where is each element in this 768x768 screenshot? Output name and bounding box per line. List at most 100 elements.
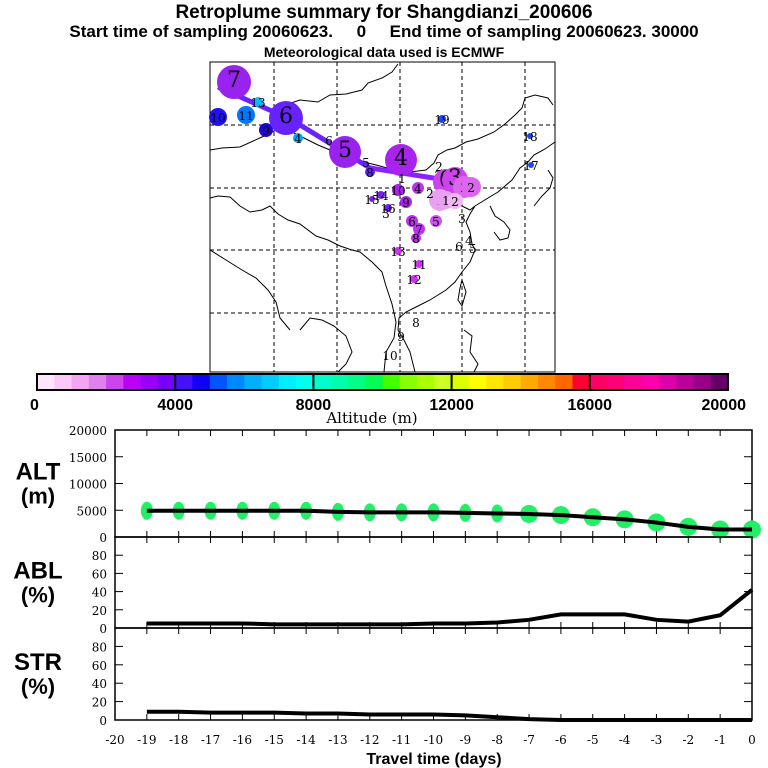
panel-ylabel-unit: (%) — [21, 674, 55, 699]
cluster-label: 2 — [451, 195, 459, 209]
x-tick-label: -8 — [491, 733, 503, 747]
cluster-circle — [392, 184, 404, 196]
cluster-circle — [385, 144, 417, 176]
y-tick-label: 5000 — [76, 504, 107, 518]
cluster-circle — [528, 162, 534, 168]
colorbar-swatch — [347, 374, 366, 390]
cluster-label: 2 — [426, 187, 434, 201]
colorbar-swatch — [140, 374, 159, 390]
cluster-label: 19 — [434, 113, 449, 127]
colorbar-swatch — [434, 374, 453, 390]
cluster-circle — [369, 196, 375, 202]
colorbar-swatch — [71, 374, 90, 390]
cluster-label: 9 — [262, 124, 270, 138]
x-tick-label: -14 — [296, 733, 316, 747]
cluster-circle — [406, 215, 418, 227]
cluster-label: 3 — [382, 207, 390, 221]
retroplume-map: 7101113964655841191817230322112241091415… — [209, 61, 556, 373]
panel-frame — [114, 536, 753, 629]
colorbar-label: Altitude (m) — [325, 409, 417, 427]
cluster-label: 4 — [414, 182, 422, 196]
cluster-circle — [293, 133, 303, 143]
cluster-circle — [438, 115, 446, 123]
y-tick-label: 40 — [92, 677, 107, 691]
cluster-label: 18 — [522, 130, 537, 144]
cluster-label: 15 — [364, 193, 379, 207]
y-tick-label: 60 — [92, 567, 107, 581]
cluster-label: 10 — [382, 349, 397, 363]
panel-ylabel: STR — [14, 649, 62, 676]
x-tick-label: -6 — [555, 733, 567, 747]
altitude-mean-line — [146, 508, 752, 532]
cluster-label: 5 — [469, 242, 477, 256]
colorbar-swatch — [710, 374, 729, 390]
y-tick-label: 0 — [99, 531, 107, 545]
x-tick-label: -19 — [137, 733, 156, 747]
colorbar-swatch — [451, 374, 470, 390]
colorbar-swatch — [227, 374, 245, 390]
cluster-label: 1 — [398, 172, 406, 186]
colorbar-swatch — [313, 374, 332, 390]
colorbar-swatch — [330, 374, 349, 390]
map-frame — [209, 61, 556, 373]
colorbar-swatch — [123, 374, 142, 390]
cluster-label: 8 — [412, 232, 420, 246]
cluster-circle — [412, 182, 424, 194]
cluster-label: 6 — [325, 134, 333, 148]
x-tick-label: -10 — [424, 733, 443, 747]
y-tick-label: 15000 — [69, 451, 107, 465]
chart-subtitle: Start time of sampling 20060623. 0 End t… — [69, 22, 699, 41]
cluster-circle — [259, 123, 273, 137]
colorbar-swatch — [296, 374, 314, 390]
y-tick-label: 20 — [92, 696, 107, 710]
x-axis-label: Travel time (days) — [366, 751, 501, 768]
cluster-label: 6 — [279, 104, 293, 129]
colorbar-swatch — [244, 374, 263, 390]
chart-title: Retroplume summary for Shangdianzi_20060… — [175, 2, 593, 23]
colorbar-swatch — [278, 374, 297, 390]
colorbar-swatch — [399, 374, 418, 390]
cluster-label: 7 — [415, 223, 423, 237]
altitude-colorbar: 0 4000 8000 12000 16000 20000 — [30, 373, 747, 414]
panel-ylabel: ALT — [16, 459, 61, 486]
x-tick-label: -16 — [233, 733, 252, 747]
met-data-note: Meteorological data used is ECMWF — [263, 44, 505, 60]
colorbar-swatch — [520, 374, 539, 390]
cluster-label: 11 — [411, 258, 426, 272]
cluster-label: 4 — [394, 146, 408, 171]
colorbar-swatch — [693, 374, 712, 390]
colorbar-tick-label: 4000 — [157, 397, 193, 414]
colorbar-frame — [36, 373, 729, 391]
colorbar-tick-label: 8000 — [296, 397, 332, 414]
cluster-circle — [527, 133, 533, 139]
cluster-circle — [430, 215, 442, 227]
cluster-circle — [410, 275, 418, 283]
colorbar-tick-label: 20000 — [702, 397, 747, 414]
cluster-label: 5 — [362, 156, 370, 170]
cluster-label: 10 — [390, 184, 405, 198]
cluster-circle — [461, 177, 481, 197]
x-tick-label: -4 — [619, 733, 631, 747]
cluster-label: 5 — [338, 138, 352, 163]
cluster-circle — [365, 167, 375, 177]
colorbar-swatch — [209, 374, 228, 390]
time-series-panels: 05000100001500020000ALT(m)020406080ABL(%… — [13, 424, 761, 768]
cluster-label: 1 — [442, 194, 450, 208]
x-tick-label: -5 — [587, 733, 599, 747]
y-tick-label: 60 — [92, 659, 107, 673]
colorbar-swatch — [382, 374, 401, 390]
colorbar-swatch — [106, 374, 124, 390]
x-tick-label: -3 — [651, 733, 663, 747]
cluster-circle — [237, 106, 255, 124]
x-tick-label: -15 — [265, 733, 284, 747]
cluster-circle — [411, 233, 421, 243]
x-tick-label: -17 — [201, 733, 220, 747]
panel-ylabel: ABL — [13, 558, 62, 585]
colorbar-swatch — [503, 374, 522, 390]
cluster-label: 6 — [408, 215, 416, 229]
x-tick-label: -18 — [169, 733, 188, 747]
cluster-label: 6 — [455, 240, 463, 254]
x-tick-label: -2 — [682, 733, 694, 747]
abl-line — [146, 588, 754, 627]
